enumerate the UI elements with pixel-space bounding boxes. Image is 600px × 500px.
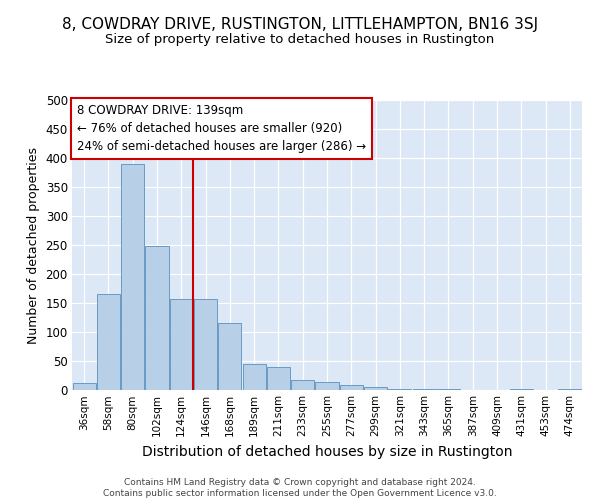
Bar [242,364,266,390]
Bar [121,164,144,390]
Bar [218,324,241,390]
Text: Size of property relative to detached houses in Rustington: Size of property relative to detached ho… [106,32,494,46]
Bar [170,299,193,390]
Text: 8 COWDRAY DRIVE: 139sqm
← 76% of detached houses are smaller (920)
24% of semi-d: 8 COWDRAY DRIVE: 139sqm ← 76% of detache… [77,104,366,154]
Bar [194,299,217,390]
Bar [267,367,290,390]
Bar [73,383,95,390]
Bar [364,386,387,390]
Text: 8, COWDRAY DRIVE, RUSTINGTON, LITTLEHAMPTON, BN16 3SJ: 8, COWDRAY DRIVE, RUSTINGTON, LITTLEHAMP… [62,18,538,32]
Bar [437,389,460,390]
Bar [340,386,363,390]
Text: Contains HM Land Registry data © Crown copyright and database right 2024.
Contai: Contains HM Land Registry data © Crown c… [103,478,497,498]
Bar [145,246,169,390]
Bar [291,380,314,390]
Bar [316,382,338,390]
Y-axis label: Number of detached properties: Number of detached properties [27,146,40,344]
X-axis label: Distribution of detached houses by size in Rustington: Distribution of detached houses by size … [142,444,512,458]
Bar [97,294,120,390]
